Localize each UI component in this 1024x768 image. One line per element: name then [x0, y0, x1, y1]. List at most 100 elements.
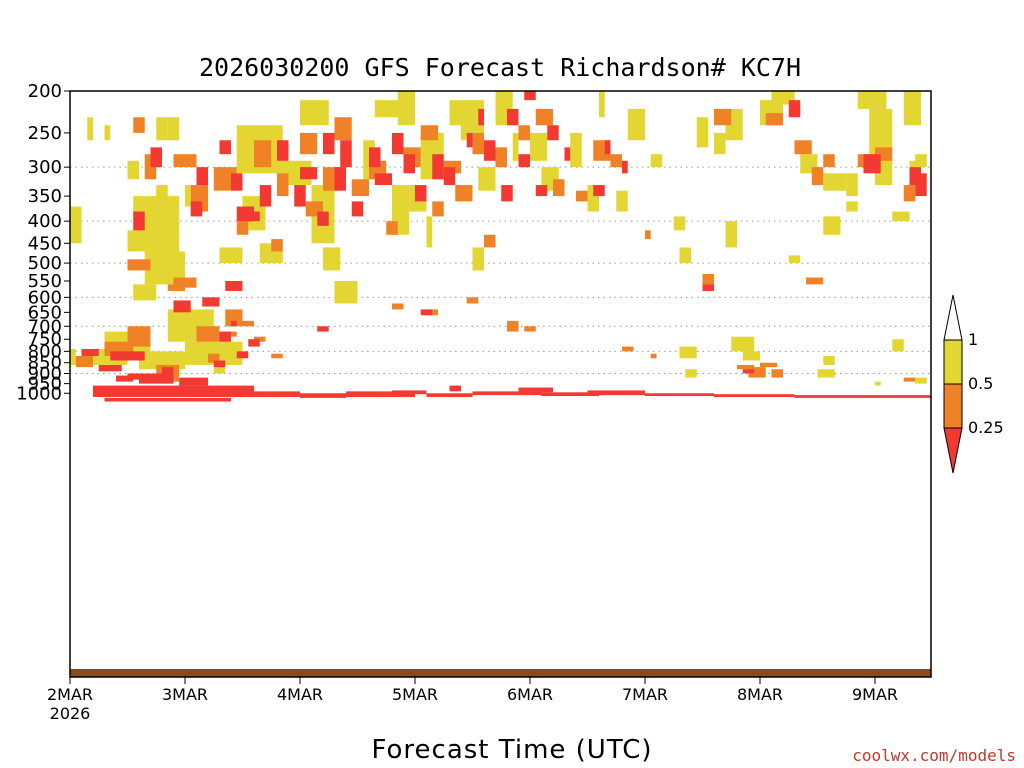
- cell-0-5-1-68: [903, 91, 921, 126]
- cell-0-25-0-5-52: [765, 113, 783, 126]
- cell-0-5-1-39: [472, 247, 484, 271]
- cell-0-25-0-5-39: [507, 320, 519, 332]
- cell-0-5-1-42: [530, 132, 548, 161]
- cell-0-5-1-44: [570, 132, 582, 168]
- cell-0-25-57: [524, 91, 536, 101]
- cell-0-25-0-5-15: [254, 140, 272, 168]
- cell-0-25-68: [915, 173, 927, 197]
- cell-0-25-0-5-16: [277, 173, 289, 197]
- cell-0-25-9: [346, 391, 415, 397]
- cell-0-5-1-13: [167, 117, 180, 141]
- cell-0-25-5: [179, 377, 208, 386]
- cell-0-25-8: [300, 393, 346, 398]
- cell-0-25-36: [294, 185, 306, 207]
- cell-0-25-16: [587, 390, 645, 396]
- cell-0-25-0-5-32: [495, 147, 507, 168]
- cell-0-25-55: [507, 108, 519, 126]
- cell-0-25-32: [231, 173, 243, 191]
- cell-0-25-75: [196, 393, 220, 397]
- cell-0-5-1-57: [725, 221, 737, 248]
- cell-0-25-0-5-18: [300, 132, 318, 155]
- cell-0-25-22: [219, 331, 231, 342]
- cell-0-25-0-5-51: [714, 108, 732, 126]
- cell-0-25-7: [254, 391, 300, 397]
- cell-0-25-10: [392, 390, 427, 395]
- cell-0-25-0-5-61: [771, 369, 783, 378]
- cell-0-25-0-5-65: [167, 284, 185, 291]
- cell-0-25-17: [645, 393, 714, 397]
- cell-0-25-6: [93, 385, 254, 397]
- y-axis: 200 250 300 350 4004505005506006507007508008…: [16, 81, 70, 404]
- cell-0-25-15: [541, 392, 599, 397]
- cell-0-25-0-5-63: [702, 274, 714, 285]
- cell-0-5-1-4: [139, 351, 185, 370]
- cell-0-5-1-0: [70, 348, 76, 365]
- cell-0-25-0-5-7: [225, 309, 243, 327]
- cell-0-25-29: [190, 201, 203, 217]
- cell-0-25-0-5-60: [748, 367, 766, 378]
- cell-0-25-0-5-58: [903, 185, 916, 202]
- cell-0-5-1-55: [714, 132, 726, 155]
- cell-0-5-1-15: [104, 125, 111, 141]
- cell-0-25-35: [277, 140, 289, 161]
- cell-0-25-34: [259, 185, 272, 207]
- cell-0-5-1-70: [915, 154, 927, 168]
- cell-0-25-41: [340, 140, 352, 168]
- cell-0-25-37: [300, 167, 318, 180]
- cell-0-5-1-78: [846, 173, 858, 197]
- cell-0-25-0-5-38: [610, 154, 622, 168]
- y-tick-label-550: 550: [28, 271, 62, 292]
- y-tick-label-700: 700: [28, 316, 62, 337]
- cell-0-25-70: [213, 360, 226, 368]
- cell-0-25-0-5-64: [806, 277, 824, 285]
- cell-0-25-0-5-30: [472, 132, 484, 155]
- legend-label-0.25: 0.25: [968, 418, 1004, 437]
- cell-0-25-61: [593, 185, 605, 197]
- cell-0-25-0-5-6: [208, 353, 220, 363]
- x-tick-label-7MAR: 7MAR: [622, 685, 668, 704]
- cell-0-5-1-46: [599, 91, 605, 118]
- data-cells: [70, 91, 931, 402]
- x-axis-label: Forecast Time (UTC): [371, 735, 652, 765]
- cell-0-25-0-5-47: [466, 297, 479, 304]
- legend-arrow-bottom: [943, 427, 963, 474]
- cell-0-25-0-5-55: [823, 154, 835, 168]
- cell-0-5-1-16: [156, 117, 168, 141]
- cell-0-25-0-5-26: [420, 125, 438, 141]
- cell-0-25-0-5-53: [794, 140, 812, 155]
- cell-0-25-23: [248, 339, 260, 347]
- cell-0-25-1: [110, 351, 145, 361]
- cell-0-25-0-5-50: [650, 353, 657, 359]
- cell-0-25-58: [535, 185, 548, 197]
- cell-0-25-0-5-22: [351, 179, 369, 197]
- cell-0-25-19: [794, 395, 931, 398]
- x-tick-label-8MAR: 8MAR: [737, 685, 783, 704]
- cell-0-5-1-77: [823, 216, 841, 235]
- cell-0-5-1-54: [696, 117, 709, 148]
- cell-0-25-76: [104, 397, 231, 402]
- credit-link[interactable]: coolwx.com/models: [852, 746, 1016, 765]
- cell-0-25-0-5-14: [236, 221, 249, 235]
- cell-0-5-1-58: [731, 336, 755, 352]
- cell-0-25-46: [403, 154, 415, 174]
- cell-0-25-0-5-4: [173, 277, 197, 288]
- cell-0-5-1-19: [185, 185, 191, 207]
- legend-label-1: 1: [968, 330, 978, 349]
- cell-0-25-60: [564, 147, 571, 161]
- cell-0-5-1-28: [334, 280, 358, 304]
- cell-0-25-0-5-45: [392, 303, 404, 310]
- cell-0-5-1-63: [823, 173, 847, 191]
- cell-0-5-1-20: [70, 206, 82, 244]
- cell-0-5-1-7: [185, 341, 243, 365]
- cell-0-25-0-5-43: [254, 336, 266, 342]
- cell-0-25-73: [162, 367, 174, 374]
- cell-0-25-71: [236, 351, 249, 359]
- cell-0-25-62: [604, 140, 611, 155]
- cell-0-25-11: [426, 393, 473, 397]
- y-tick-label-750: 750: [28, 329, 62, 350]
- cell-0-25-3: [116, 375, 134, 382]
- cell-0-25-21: [202, 297, 220, 307]
- cell-0-25-69: [317, 326, 329, 332]
- cell-0-25-0-5-2: [127, 326, 151, 347]
- cell-0-25-0-5-62: [760, 362, 778, 368]
